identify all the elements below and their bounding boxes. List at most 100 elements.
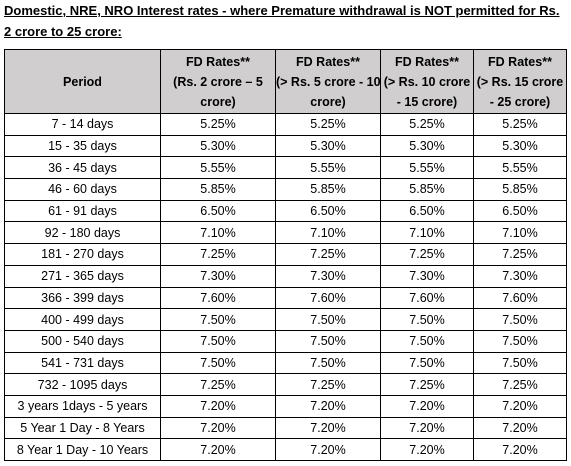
period-cell: 271 - 365 days: [4, 264, 161, 288]
rate-cell: 5.85%: [160, 178, 276, 201]
table-row: 15 - 35 days 5.30% 5.30% 5.30% 5.30%: [4, 134, 567, 158]
column-header-line: FD Rates**: [488, 54, 552, 69]
table-row: 7 - 14 days 5.25% 5.25% 5.25% 5.25%: [4, 113, 567, 136]
column-header-line: crore): [310, 94, 346, 109]
period-cell: 541 - 731 days: [4, 351, 161, 375]
period-cell: 366 - 399 days: [4, 286, 161, 310]
rate-cell: 6.50%: [160, 199, 276, 223]
column-header-line: (Rs. 2 crore – 5: [173, 74, 263, 89]
rate-cell: 7.50%: [275, 329, 381, 353]
column-header-line: - 15 crore): [396, 94, 458, 109]
rate-cell: 5.25%: [473, 113, 567, 136]
rate-cell: 5.85%: [275, 178, 381, 201]
column-header-line: (> Rs. 15 crore: [476, 74, 564, 89]
rate-cell: 7.20%: [275, 416, 381, 440]
rate-cell: 7.50%: [160, 329, 276, 353]
rate-cell: 7.60%: [275, 286, 381, 310]
column-header-fd-rate-3: FD Rates** (> Rs. 10 crore - 15 crore): [380, 49, 474, 114]
rate-cell: 7.10%: [473, 221, 567, 245]
table-row: 5 Year 1 Day - 8 Years 7.20% 7.20% 7.20% 7.2…: [4, 416, 567, 440]
rate-cell: 5.55%: [380, 156, 474, 180]
column-header-fd-rate-1: FD Rates** (Rs. 2 crore – 5 crore): [160, 49, 276, 114]
period-cell: 5 Year 1 Day - 8 Years: [4, 416, 161, 440]
rate-cell: 7.50%: [160, 308, 276, 331]
rate-cell: 5.30%: [380, 134, 474, 158]
period-cell: 3 years 1days - 5 years: [4, 394, 161, 418]
period-cell: 15 - 35 days: [4, 134, 161, 158]
rate-cell: 7.50%: [473, 351, 567, 375]
rate-cell: 7.25%: [275, 373, 381, 396]
page-heading: Domestic, NRE, NRO Interest rates - wher…: [4, 3, 560, 39]
table-body: 7 - 14 days 5.25% 5.25% 5.25% 5.25% 15 - 35 d…: [4, 113, 567, 461]
rate-cell: 5.85%: [473, 178, 567, 201]
rate-cell: 5.30%: [275, 134, 381, 158]
rate-cell: 5.30%: [160, 134, 276, 158]
period-cell: 7 - 14 days: [4, 113, 161, 136]
rate-cell: 7.25%: [473, 373, 567, 396]
rate-cell: 7.50%: [275, 351, 381, 375]
rate-cell: 7.25%: [160, 373, 276, 396]
rate-cell: 7.60%: [160, 286, 276, 310]
column-header-period: Period: [4, 49, 161, 114]
period-cell: 500 - 540 days: [4, 329, 161, 353]
rate-cell: 5.55%: [160, 156, 276, 180]
period-cell: 8 Year 1 Day - 10 Years: [4, 438, 161, 461]
rate-cell: 5.55%: [473, 156, 567, 180]
table-row: 3 years 1days - 5 years 7.20% 7.20% 7.20% 7.…: [4, 394, 567, 418]
rate-cell: 7.25%: [160, 243, 276, 266]
rate-cell: 7.20%: [160, 416, 276, 440]
rate-cell: 7.25%: [380, 243, 474, 266]
table-row: 181 - 270 days 7.25% 7.25% 7.25% 7.25%: [4, 243, 567, 266]
rate-cell: 7.50%: [380, 308, 474, 331]
column-header-fd-rate-2: FD Rates** (> Rs. 5 crore - 10 crore): [275, 49, 381, 114]
rate-cell: 7.10%: [275, 221, 381, 245]
rate-cell: 7.20%: [275, 394, 381, 418]
rate-cell: 7.20%: [275, 438, 381, 461]
rate-cell: 5.55%: [275, 156, 381, 180]
table-row: 400 - 499 days 7.50% 7.50% 7.50% 7.50%: [4, 308, 567, 331]
rate-cell: 7.50%: [275, 308, 381, 331]
rate-cell: 6.50%: [380, 199, 474, 223]
period-cell: 732 - 1095 days: [4, 373, 161, 396]
table-row: 8 Year 1 Day - 10 Years 7.20% 7.20% 7.20% 7.…: [4, 438, 567, 461]
header-row: Period FD Rates** (Rs. 2 crore – 5 crore) FD…: [4, 49, 567, 114]
table-row: 732 - 1095 days 7.25% 7.25% 7.25% 7.25%: [4, 373, 567, 396]
period-cell: 46 - 60 days: [4, 178, 161, 201]
rate-cell: 6.50%: [473, 199, 567, 223]
period-cell: 181 - 270 days: [4, 243, 161, 266]
column-header-fd-rate-4: FD Rates** (> Rs. 15 crore - 25 crore): [473, 49, 567, 114]
table-row: 61 - 91 days 6.50% 6.50% 6.50% 6.50%: [4, 199, 567, 223]
table-row: 92 - 180 days 7.10% 7.10% 7.10% 7.10%: [4, 221, 567, 245]
rate-cell: 6.50%: [275, 199, 381, 223]
rate-cell: 7.50%: [380, 329, 474, 353]
rate-cell: 7.20%: [473, 438, 567, 461]
period-cell: 92 - 180 days: [4, 221, 161, 245]
rate-cell: 7.20%: [160, 394, 276, 418]
rate-cell: 7.25%: [380, 373, 474, 396]
rate-cell: 7.50%: [473, 329, 567, 353]
rate-cell: 7.30%: [275, 264, 381, 288]
interest-rates-table: Period FD Rates** (Rs. 2 crore – 5 crore) FD…: [4, 49, 567, 461]
column-header-line: FD Rates**: [186, 54, 250, 69]
rate-cell: 7.10%: [160, 221, 276, 245]
rate-cell: 5.30%: [473, 134, 567, 158]
column-header-line: FD Rates**: [395, 54, 459, 69]
rate-cell: 5.85%: [380, 178, 474, 201]
table-header: Period FD Rates** (Rs. 2 crore – 5 crore) FD…: [4, 49, 567, 114]
period-cell: 36 - 45 days: [4, 156, 161, 180]
rate-cell: 7.60%: [473, 286, 567, 310]
column-header-line: Period: [63, 74, 102, 89]
rate-cell: 7.20%: [473, 394, 567, 418]
column-header-line: FD Rates**: [296, 54, 360, 69]
table-row: 46 - 60 days 5.85% 5.85% 5.85% 5.85%: [4, 178, 567, 201]
rate-cell: 7.50%: [380, 351, 474, 375]
rate-cell: 7.50%: [473, 308, 567, 331]
rate-cell: 7.25%: [275, 243, 381, 266]
column-header-line: (> Rs. 10 crore: [383, 74, 471, 89]
rate-cell: 5.25%: [275, 113, 381, 136]
rate-cell: 7.30%: [473, 264, 567, 288]
rate-cell: 7.20%: [380, 416, 474, 440]
rate-cell: 7.20%: [380, 394, 474, 418]
rate-cell: 7.20%: [160, 438, 276, 461]
rate-cell: 7.30%: [380, 264, 474, 288]
